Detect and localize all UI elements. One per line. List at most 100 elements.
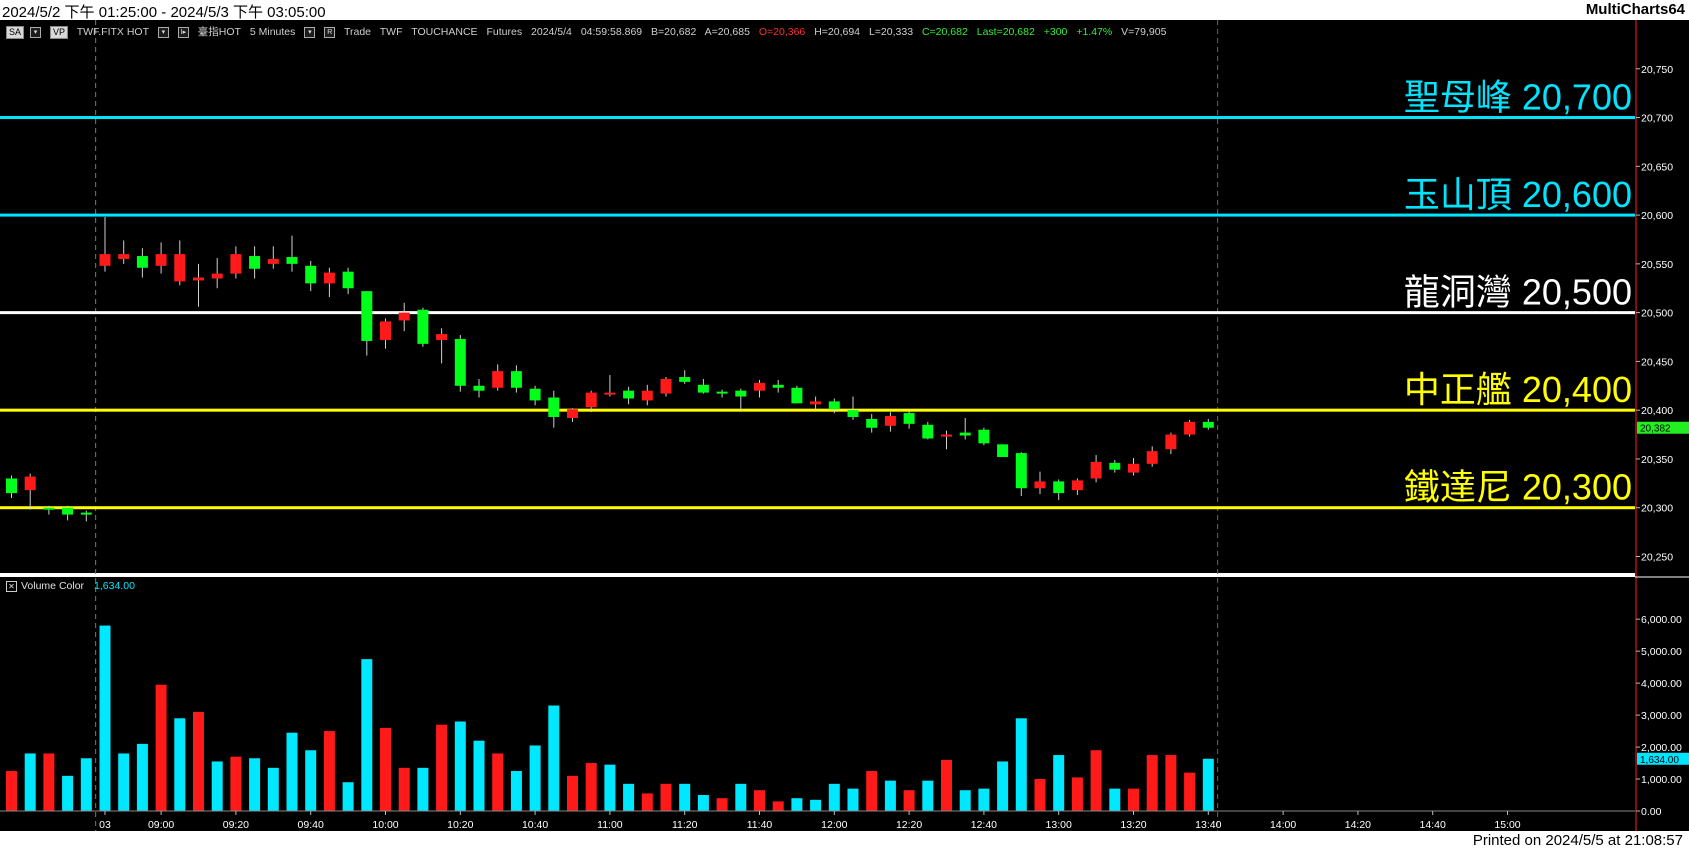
level-line <box>0 506 1635 510</box>
time-tick-label: 12:00 <box>821 819 847 831</box>
volume-bar <box>6 771 17 811</box>
price-tick-label: 20,600 <box>1641 210 1673 222</box>
volume-bar <box>380 727 391 811</box>
time-tick-label: 13:40 <box>1195 819 1221 831</box>
candle-body <box>1053 481 1065 494</box>
level-line <box>0 213 1635 217</box>
level-label: 龍洞灣 20,500 <box>1404 272 1632 313</box>
candle-body <box>398 312 410 321</box>
close-icon[interactable]: ✕ <box>6 580 17 592</box>
sa-button[interactable]: SA <box>6 26 25 39</box>
candle-body <box>585 392 597 408</box>
candle-body <box>1146 451 1158 464</box>
volume-tick-label: 4,000.00 <box>1641 678 1682 690</box>
time-tick-label: 11:40 <box>747 819 773 831</box>
candle-body <box>604 392 616 395</box>
volume-bar <box>436 724 448 811</box>
volume-bar <box>342 782 354 811</box>
candle-body <box>623 390 635 399</box>
time-tick-label: 10:00 <box>372 819 398 831</box>
volume-bar <box>959 790 971 811</box>
volume-tick-label: 3,000.00 <box>1641 710 1682 722</box>
level-label: 鐵達尼 20,300 <box>1404 467 1632 508</box>
volume-bar <box>136 743 148 811</box>
candle-body <box>267 258 279 264</box>
volume-bar <box>211 761 223 811</box>
volume-bar <box>791 798 803 811</box>
candle-body <box>1202 421 1214 428</box>
volume-bar <box>80 758 92 811</box>
mode-label: Trade <box>343 26 372 38</box>
volume-bar <box>118 753 130 811</box>
candle-body <box>1165 434 1177 450</box>
level-label: 聖母峰 20,700 <box>1404 77 1632 118</box>
volume-indicator-value: 1,634.00 <box>94 580 135 592</box>
volume-tick-label: 5,000.00 <box>1641 646 1682 658</box>
volume-bar <box>249 758 261 811</box>
volume-bar <box>454 721 466 811</box>
volume-bar <box>660 783 672 811</box>
last-price: Last=20,682 <box>976 26 1035 38</box>
quote-date: 2024/5/4 <box>531 26 572 38</box>
volume-bar <box>492 753 504 811</box>
candle-body <box>941 434 952 437</box>
interval-dropdown-icon[interactable]: ▾ <box>304 26 316 38</box>
candle-body <box>959 432 971 436</box>
volume-bar <box>62 775 74 811</box>
candle-body <box>922 424 934 439</box>
volume-bar <box>567 775 578 811</box>
volume-value-label: 1,634.00 <box>1640 755 1679 766</box>
candle-body <box>24 476 36 491</box>
volume-bar <box>398 767 410 811</box>
candle-body <box>492 371 504 388</box>
price-tick-label: 20,650 <box>1641 161 1673 173</box>
vp-button[interactable]: VP <box>49 26 68 39</box>
volume-bar <box>903 790 915 811</box>
candle-body <box>211 273 223 279</box>
datasource-label: TOUCHANCE <box>411 26 478 38</box>
candle-body <box>118 254 130 259</box>
time-tick-label: 09:40 <box>298 819 324 831</box>
chart-canvas[interactable]: 20,250 20,300 20,350 20,400 20,450 20,500 20,5… <box>0 20 1689 831</box>
time-tick-label: 14:00 <box>1270 819 1296 831</box>
time-tick-label: 10:40 <box>522 819 548 831</box>
price-tick-label: 20,400 <box>1641 405 1673 417</box>
volume-tick-label: 0.00 <box>1641 806 1662 818</box>
footer: Printed on 2024/5/5 at 21:08:57 <box>0 831 1689 851</box>
level-line <box>0 116 1635 120</box>
volume-bar <box>24 753 36 811</box>
current-price-label: 20,382 <box>1640 424 1671 435</box>
candle-body <box>136 256 148 268</box>
symbol-settings-icon[interactable]: I▸ <box>177 26 189 38</box>
volume-bar <box>847 788 859 811</box>
current-price-tag <box>1637 421 1689 434</box>
high-price: H=20,694 <box>814 26 861 38</box>
candle-body <box>641 390 653 401</box>
price-tick-label: 20,350 <box>1641 454 1673 466</box>
chart-status-bar: SA ▾ VP TWF.FITX HOT ▾ I▸ 臺指HOT 5 Minutes… <box>6 24 1172 39</box>
volume-bar <box>174 718 186 811</box>
dropdown-arrow-icon[interactable]: ▾ <box>30 26 42 38</box>
candle-body <box>1090 461 1102 479</box>
price-tick-label: 20,750 <box>1641 64 1673 76</box>
candle-body <box>866 418 878 428</box>
volume-bar <box>43 753 55 811</box>
volume-bar <box>1128 788 1139 811</box>
candle-body <box>286 257 298 264</box>
candle-body <box>754 382 765 391</box>
candle-body <box>174 254 186 282</box>
candle-body <box>1184 421 1196 435</box>
symbol-dropdown-icon[interactable]: ▾ <box>157 26 169 38</box>
candle-body <box>436 334 448 340</box>
open-price: O=20,366 <box>758 26 806 38</box>
level-label: 中正艦 20,400 <box>1404 369 1632 410</box>
r-button[interactable]: R <box>324 26 336 38</box>
volume-bar <box>679 783 691 811</box>
volume-bar <box>230 756 242 811</box>
volume-indicator-name: Volume Color <box>21 580 85 592</box>
volume-total: V=79,905 <box>1121 26 1167 38</box>
percent-change: +1.47% <box>1076 26 1113 38</box>
volume-bar <box>1202 758 1214 811</box>
chart-window[interactable]: 20,250 20,300 20,350 20,400 20,450 20,500 20,5… <box>0 20 1689 831</box>
price-tick-label: 20,450 <box>1641 356 1673 368</box>
